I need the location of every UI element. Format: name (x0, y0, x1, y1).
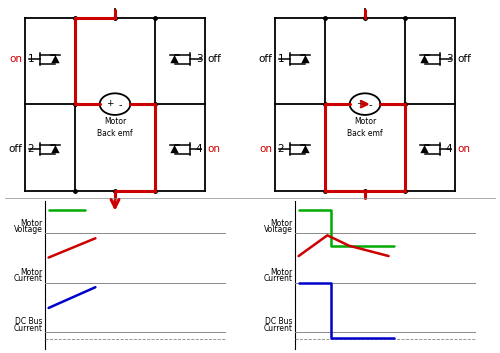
Text: 1: 1 (278, 54, 284, 64)
Text: 2: 2 (278, 144, 284, 154)
Text: 4: 4 (196, 144, 202, 154)
Text: +: + (356, 98, 364, 108)
Text: 3: 3 (446, 54, 452, 64)
Polygon shape (301, 55, 310, 63)
Text: on: on (260, 144, 272, 154)
Text: on: on (208, 144, 220, 154)
Text: off: off (458, 54, 471, 64)
Text: -: - (118, 100, 122, 110)
Polygon shape (52, 55, 60, 63)
Text: Back emf: Back emf (97, 129, 133, 138)
Polygon shape (420, 145, 429, 153)
Text: Back emf: Back emf (347, 129, 383, 138)
Text: -: - (368, 100, 372, 110)
Text: Current: Current (14, 274, 42, 283)
Text: off: off (8, 144, 22, 154)
Text: 1: 1 (28, 54, 34, 64)
Text: Motor: Motor (270, 219, 292, 228)
Text: Motor: Motor (354, 117, 376, 126)
Text: DC Bus: DC Bus (15, 317, 42, 327)
Text: on: on (458, 144, 470, 154)
Text: 4: 4 (446, 144, 452, 154)
Text: DC Bus: DC Bus (265, 317, 292, 327)
Polygon shape (52, 145, 60, 153)
Text: 3: 3 (196, 54, 202, 64)
Text: on: on (10, 54, 22, 64)
Text: +: + (106, 98, 114, 108)
Text: Motor: Motor (20, 268, 42, 277)
Polygon shape (170, 145, 179, 153)
Text: Current: Current (14, 324, 42, 333)
Text: Motor: Motor (104, 117, 126, 126)
Text: Motor: Motor (20, 219, 42, 228)
Polygon shape (301, 145, 310, 153)
Text: Voltage: Voltage (264, 225, 292, 234)
Text: off: off (258, 54, 272, 64)
Polygon shape (170, 55, 179, 63)
Text: Current: Current (264, 324, 292, 333)
Text: Current: Current (264, 274, 292, 283)
Polygon shape (420, 55, 429, 63)
Text: off: off (208, 54, 222, 64)
Text: Voltage: Voltage (14, 225, 42, 234)
Text: Motor: Motor (270, 268, 292, 277)
Text: 2: 2 (28, 144, 34, 154)
